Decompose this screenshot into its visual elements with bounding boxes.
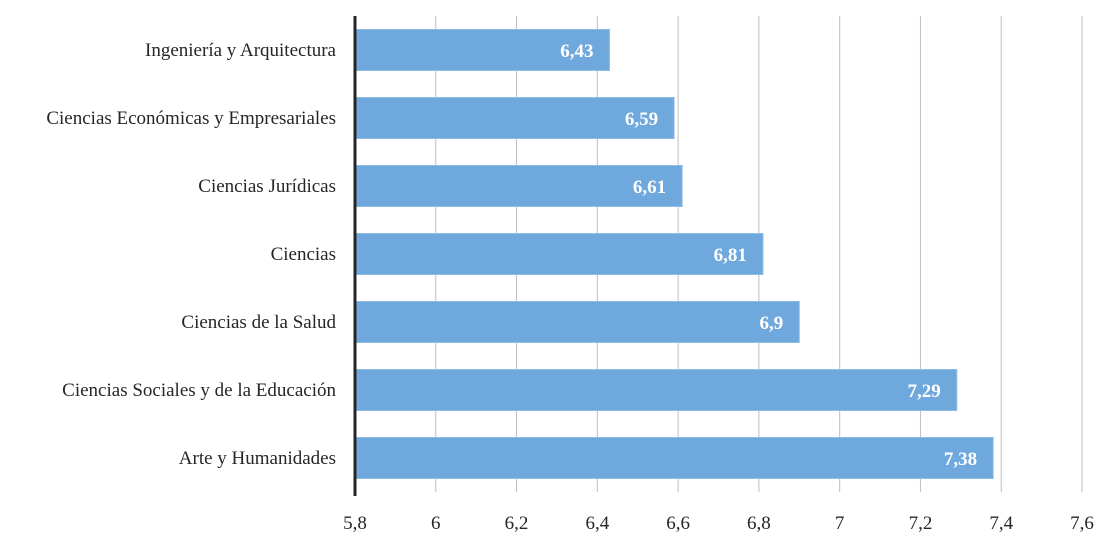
x-tick-label: 5,8 [343, 513, 367, 534]
bar [354, 301, 800, 343]
x-tick-label: 6,2 [505, 513, 529, 534]
category-label: Arte y Humanidades [179, 448, 336, 469]
bar [354, 437, 994, 479]
x-tick-label: 6,4 [585, 513, 609, 534]
category-label: Ciencias de la Salud [181, 312, 336, 333]
data-label: 6,81 [714, 245, 747, 266]
data-label: 6,43 [560, 41, 593, 62]
data-label: 7,38 [944, 449, 977, 470]
bar [354, 369, 958, 411]
bar [354, 165, 683, 207]
x-tick-label: 6 [431, 513, 441, 534]
category-label: Ciencias Sociales y de la Educación [62, 380, 336, 401]
data-label: 6,61 [633, 177, 666, 198]
x-tick-label: 7,6 [1070, 513, 1094, 534]
category-label: Ciencias [271, 244, 336, 265]
x-tick-label: 6,6 [666, 513, 690, 534]
bar [354, 233, 764, 275]
x-tick-label: 7 [835, 513, 845, 534]
data-label: 6,59 [625, 109, 658, 130]
category-label: Ciencias Jurídicas [198, 176, 336, 197]
bar [354, 97, 675, 139]
labels: 5,8 6 6,2 6,4 6,6 6,8 7 7,2 7,4 7,6 Ingeniería y A… [46, 40, 1094, 534]
data-label: 7,29 [908, 381, 941, 402]
x-tick-label: 6,8 [747, 513, 771, 534]
category-label: Ciencias Económicas y Empresariales [46, 108, 336, 129]
x-tick-label: 7,2 [909, 513, 933, 534]
bars [354, 29, 994, 479]
data-label: 6,9 [760, 313, 784, 334]
bar [354, 29, 610, 71]
category-label: Ingeniería y Arquitectura [145, 40, 337, 61]
x-tick-label: 7,4 [989, 513, 1013, 534]
